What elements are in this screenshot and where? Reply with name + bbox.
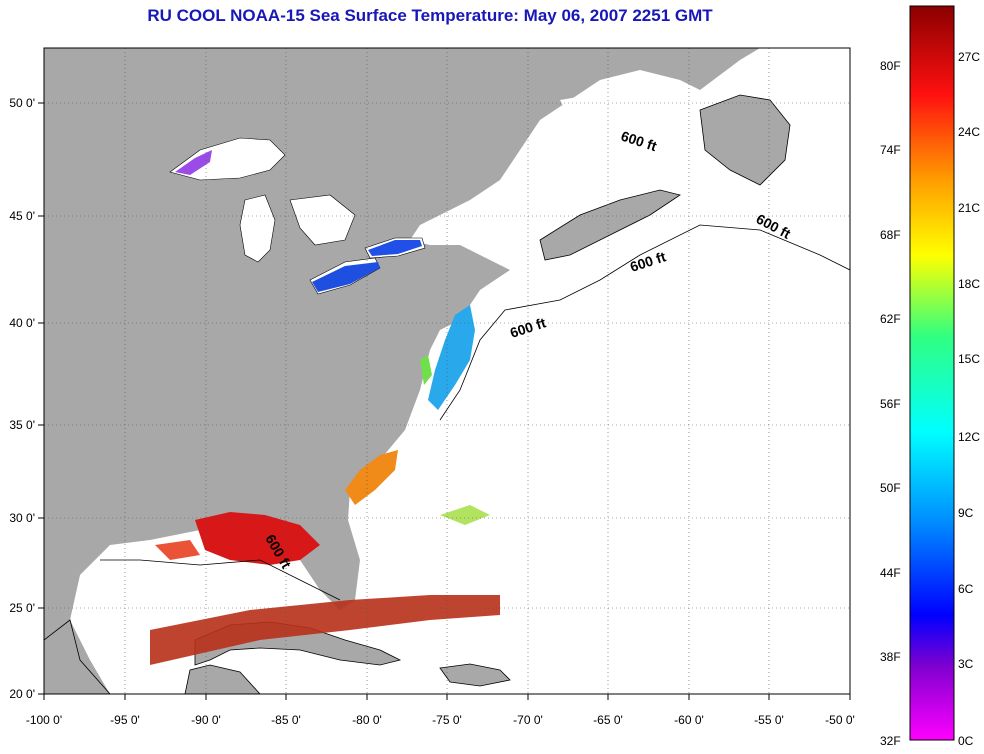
sst-lake-erie — [312, 262, 380, 292]
sst-carolinas — [345, 450, 398, 505]
lon-tick-label: -90 0' — [191, 713, 221, 727]
latitude-labels: 50 0' 45 0' 40 0' 35 0' 30 0' 25 0' 20 0… — [9, 96, 35, 701]
sst-lake-superior — [175, 150, 212, 175]
lon-tick-label: -75 0' — [432, 713, 462, 727]
c-label: 18C — [958, 277, 980, 291]
celsius-labels: 27C 24C 21C 18C 15C 12C 9C 6C 3C 0C — [958, 50, 980, 748]
lon-tick-label: -100 0' — [26, 713, 62, 727]
axis-ticks — [38, 102, 851, 700]
lake-superior — [169, 137, 286, 181]
c-label: 24C — [958, 125, 980, 139]
lat-tick-label: 40 0' — [9, 316, 35, 330]
lon-tick-label: -60 0' — [674, 713, 704, 727]
sst-caribbean-swath — [150, 595, 500, 665]
f-label: 56F — [880, 397, 901, 411]
lon-tick-label: -50 0' — [825, 713, 855, 727]
lon-tick-label: -85 0' — [271, 713, 301, 727]
c-label: 9C — [958, 506, 974, 520]
lake-michigan — [239, 194, 276, 263]
c-label: 15C — [958, 352, 980, 366]
lat-tick-label: 45 0' — [9, 209, 35, 223]
lon-tick-label: -65 0' — [593, 713, 623, 727]
nova-scotia — [539, 189, 681, 261]
fahrenheit-labels: 80F 74F 68F 62F 56F 50F 44F 38F 32F — [880, 59, 901, 748]
lon-tick-label: -95 0' — [110, 713, 140, 727]
sst-chesapeake — [420, 355, 432, 385]
hispaniola — [439, 663, 511, 687]
gulf-st-lawrence — [560, 90, 700, 190]
lon-tick-label: -80 0' — [352, 713, 382, 727]
lon-tick-label: -70 0' — [513, 713, 543, 727]
sst-offshore-green — [440, 505, 490, 525]
f-label: 44F — [880, 566, 901, 580]
lat-tick-label: 50 0' — [9, 96, 35, 110]
longitude-labels: -100 0' -95 0' -90 0' -85 0' -80 0' -75 … — [26, 713, 855, 727]
colorbar-scale — [909, 5, 955, 741]
c-label: 3C — [958, 657, 974, 671]
shelf-contour — [439, 224, 850, 421]
lat-tick-label: 20 0' — [9, 687, 35, 701]
yucatan — [44, 619, 261, 694]
f-label: 74F — [880, 143, 901, 157]
sst-gulf-west — [155, 540, 200, 560]
sst-mid-atlantic — [428, 305, 475, 410]
c-label: 21C — [958, 201, 980, 215]
lat-tick-label: 30 0' — [9, 511, 35, 525]
map-title: RU COOL NOAA-15 Sea Surface Temperature:… — [147, 6, 713, 25]
c-label: 12C — [958, 430, 980, 444]
lake-huron — [289, 194, 356, 246]
f-label: 50F — [880, 481, 901, 495]
f-label: 62F — [880, 312, 901, 326]
f-label: 68F — [880, 228, 901, 242]
f-label: 80F — [880, 59, 901, 73]
lat-tick-label: 35 0' — [9, 418, 35, 432]
gulf-contour — [100, 559, 341, 601]
lon-tick-label: -55 0' — [754, 713, 784, 727]
f-label: 38F — [880, 650, 901, 664]
f-label: 32F — [880, 734, 901, 748]
lat-tick-label: 25 0' — [9, 601, 35, 615]
c-label: 6C — [958, 582, 974, 596]
newfoundland — [699, 94, 791, 186]
sst-gulf-warm — [195, 512, 320, 565]
c-label: 27C — [958, 50, 980, 64]
c-label: 0C — [958, 734, 974, 748]
sst-lake-ontario — [368, 240, 422, 256]
